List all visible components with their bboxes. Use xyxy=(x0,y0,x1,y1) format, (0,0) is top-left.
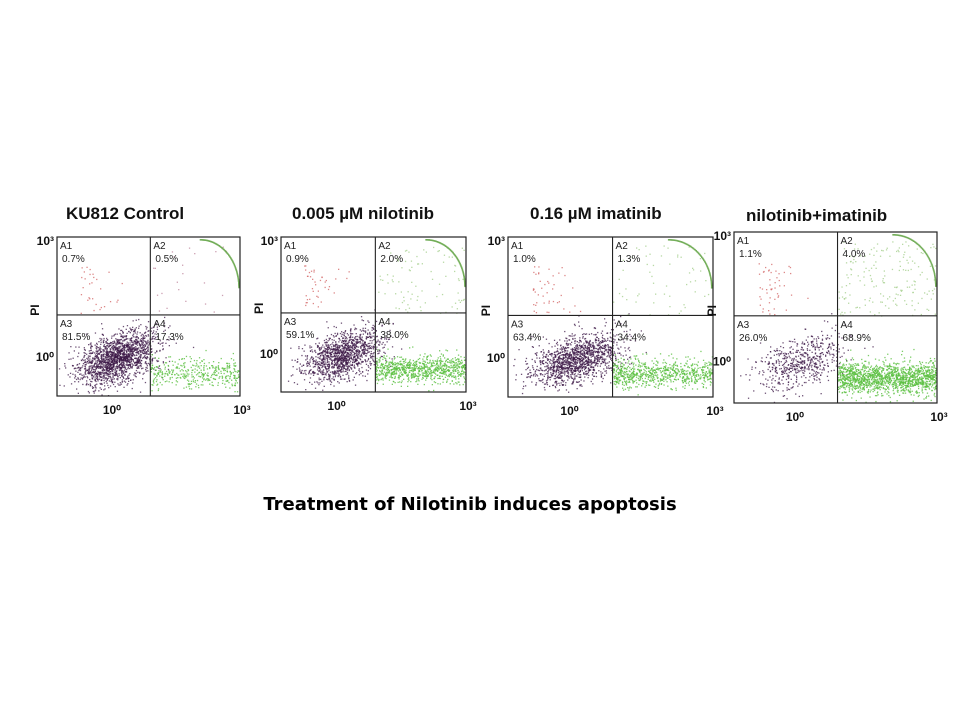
scatter-points xyxy=(513,239,714,396)
y-tick-label: 10⁰ xyxy=(36,350,54,364)
scatter-points xyxy=(287,239,467,392)
scatter-points xyxy=(740,234,938,404)
flow-panel-imatinib: 0.16 µM imatinib A1 1.0% A2 1.3% A3 63.4% A4 34… xyxy=(478,200,724,430)
plot-frame xyxy=(733,231,938,404)
quadrant-percent-label: 1.0% xyxy=(513,254,536,265)
panel-title: nilotinib+imatinib xyxy=(746,206,888,225)
y-tick-label: 10³ xyxy=(488,234,505,248)
x-tick-label: 10³ xyxy=(459,399,476,413)
quadrant-percent-label: 68.9% xyxy=(843,333,871,344)
y-tick-label: 10⁰ xyxy=(487,351,505,365)
y-tick-label: 10⁰ xyxy=(713,354,731,368)
quadrant-id-label: A4 xyxy=(378,317,391,328)
plot-frame xyxy=(280,236,467,393)
quadrant-percent-label: 0.5% xyxy=(155,254,178,265)
y-tick-label: 10³ xyxy=(714,229,731,243)
panel-title: KU812 Control xyxy=(66,204,185,223)
flow-panel-combination: nilotinib+imatinib A1 1.1% A2 4.0% A3 26.0% A4… xyxy=(702,200,948,430)
y-axis-label: PI xyxy=(252,303,266,314)
quadrant-percent-label: 4.0% xyxy=(843,249,866,260)
quadrant-id-label: A3 xyxy=(60,319,73,330)
plot-frame xyxy=(56,236,241,397)
quadrant-percent-label: 26.0% xyxy=(739,333,767,344)
y-axis-label: PI xyxy=(479,305,493,316)
x-tick-label: 10⁰ xyxy=(786,410,804,424)
x-tick-label: 10⁰ xyxy=(560,404,578,418)
quadrant-percent-label: 1.1% xyxy=(739,249,762,260)
figure-caption: Treatment of Nilotinib induces apoptosis xyxy=(263,494,677,515)
quadrant-id-label: A4 xyxy=(153,319,166,330)
panel-title: 0.16 µM imatinib xyxy=(530,204,662,223)
quadrant-id-label: A4 xyxy=(616,319,629,330)
quadrant-id-label: A1 xyxy=(737,236,750,247)
quadrant-percent-label: 2.0% xyxy=(380,254,403,265)
quadrant-percent-label: 38.0% xyxy=(380,330,408,341)
scatter-points xyxy=(58,239,241,397)
quadrant-id-label: A3 xyxy=(284,317,297,328)
scatter-plot: A1 1.0% A2 1.3% A3 63.4% A4 34.4% 10³ 10⁰ 10⁰ 10³ PI xyxy=(479,234,724,418)
quadrant-percent-label: 81.5% xyxy=(62,332,90,343)
y-tick-label: 10⁰ xyxy=(260,347,278,361)
panel-title: 0.005 µM nilotinib xyxy=(292,204,435,223)
plot-frame xyxy=(507,236,714,398)
y-axis-label: PI xyxy=(705,305,719,316)
quadrant-id-label: A1 xyxy=(511,241,524,252)
quadrant-percent-label: 0.7% xyxy=(62,254,85,265)
x-tick-label: 10³ xyxy=(233,403,250,417)
quadrant-id-label: A1 xyxy=(284,241,297,252)
quadrant-id-label: A2 xyxy=(153,241,166,252)
x-tick-label: 10⁰ xyxy=(327,399,345,413)
quadrant-percent-label: 63.4% xyxy=(513,332,541,343)
quadrant-id-label: A2 xyxy=(841,236,854,247)
quadrant-percent-label: 0.9% xyxy=(286,254,309,265)
quadrant-id-label: A1 xyxy=(60,241,73,252)
y-tick-label: 10³ xyxy=(37,234,54,248)
scatter-plot: A1 0.9% A2 2.0% A3 59.1% A4 38.0% 10³ 10⁰ 10⁰ 10³ PI xyxy=(252,234,477,413)
y-tick-label: 10³ xyxy=(261,234,278,248)
quadrant-percent-label: 17.3% xyxy=(155,332,183,343)
x-tick-label: 10³ xyxy=(706,404,723,418)
quadrant-percent-label: 34.4% xyxy=(618,332,646,343)
quadrant-id-label: A3 xyxy=(737,320,750,331)
y-axis-label: PI xyxy=(28,304,42,315)
scatter-plot: A1 1.1% A2 4.0% A3 26.0% A4 68.9% 10³ 10⁰ 10⁰ 10³ PI xyxy=(705,229,948,424)
quadrant-percent-label: 59.1% xyxy=(286,330,314,341)
quadrant-id-label: A4 xyxy=(841,320,854,331)
x-tick-label: 10⁰ xyxy=(103,403,121,417)
scatter-plot: A1 0.7% A2 0.5% A3 81.5% A4 17.3% 10³ 10⁰ 10⁰ 10³ PI xyxy=(28,234,251,417)
quadrant-percent-label: 1.3% xyxy=(618,254,641,265)
quadrant-id-label: A2 xyxy=(378,241,391,252)
x-tick-label: 10³ xyxy=(930,410,947,424)
quadrant-id-label: A2 xyxy=(616,241,629,252)
flow-panel-control: KU812 Control A1 0.7% A2 0.5% A3 81.5% A4 17.3%… xyxy=(20,200,251,430)
quadrant-id-label: A3 xyxy=(511,319,524,330)
flow-panel-nilotinib: 0.005 µM nilotinib A1 0.9% A2 2.0% A3 59.1% A4… xyxy=(250,200,490,430)
